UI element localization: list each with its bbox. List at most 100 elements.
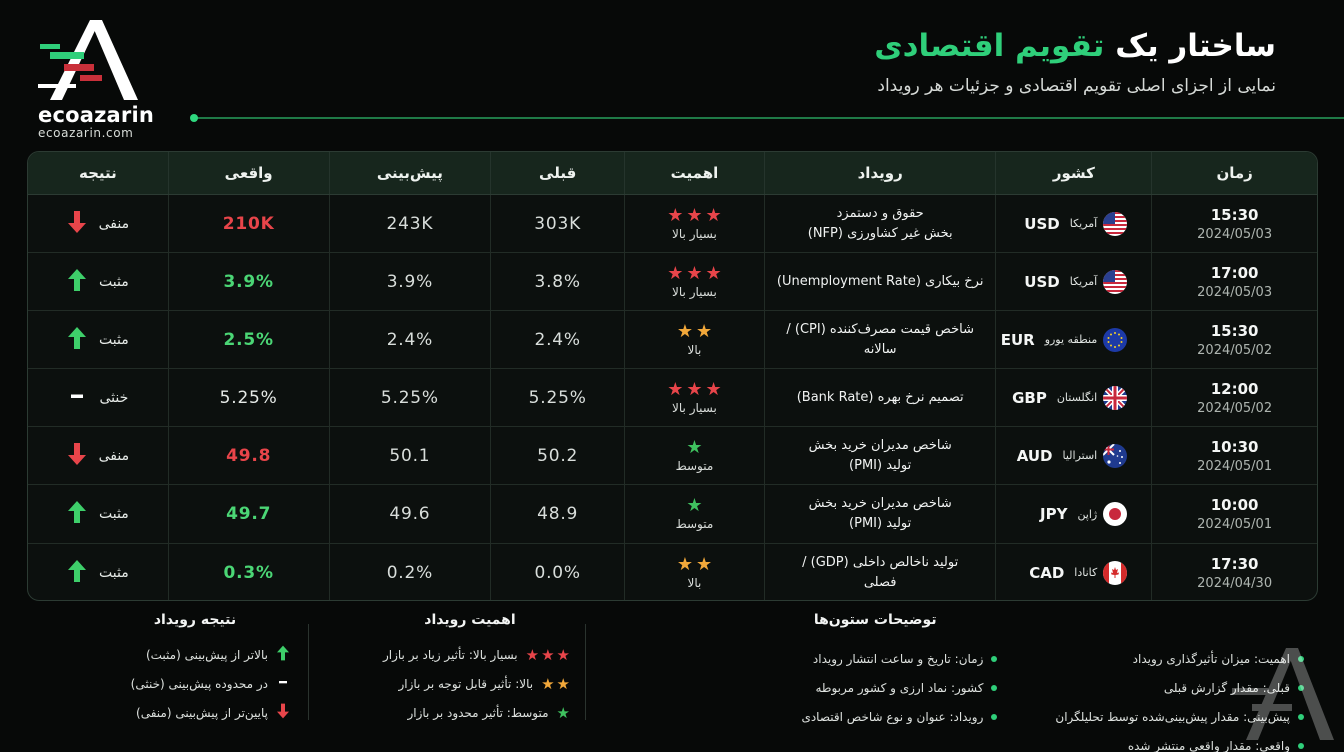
cell-previous: 3.8% [490,253,624,311]
cell-time: 12:00 2024/05/02 [1151,369,1317,427]
legend-item-text: بسیار بالا: تأثیر زیاد بر بازار [382,647,518,662]
star-icon: ★ [695,320,713,342]
currency-code: JPY [1040,505,1068,524]
legend-item: پیش‌بینی: مقدار پیش‌بینی‌شده توسط تحلیلگ… [1055,702,1304,731]
cell-result: مثبت [28,311,168,368]
legend-item: زمان: تاریخ و ساعت انتشار رویداد [801,644,998,673]
ca-flag-icon [1103,560,1128,585]
importance-stars: ★ ★ [677,320,713,342]
star-icon: ★ [676,553,693,575]
result-block: خنثی [67,384,128,412]
importance-block: ★ متوسط [676,436,714,473]
legend-item: پایین‌تر از پیش‌بینی (منفی) [100,698,290,727]
jp-flag-icon [1103,502,1128,527]
result-label: مثبت [99,506,129,523]
legend-item: بالاتر از پیش‌بینی (مثبت) [100,640,290,669]
cell-actual: 49.7 [167,485,329,543]
cell-forecast: 243K [328,195,491,253]
country-block: ژاپن JPY [996,502,1151,527]
cell-importance: ★ ★ ★ بسیار بالا [624,369,764,427]
cell-country: منطقه یورو EUR [995,311,1151,369]
importance-stars: ★ ★ [541,675,570,693]
cell-country: استرالیا AUD [995,427,1151,485]
watermark-logo-icon [1232,648,1334,740]
cell-actual: 2.5% [167,311,329,369]
importance-label: بالا [687,342,702,357]
legend-item: اهمیت: میزان تأثیرگذاری رویداد [1055,644,1304,673]
event-name-line1: حقوق و دستمزد [836,205,924,221]
legend-item: ★ ★ بالا: تأثیر قابل توجه بر بازار [370,669,570,698]
importance-block: ★ ★ ★ بسیار بالا [667,380,721,415]
bullet-icon [991,713,998,720]
cell-event: شاخص مدیران خرید بخش تولید (PMI) [763,427,996,485]
cell-forecast: 5.25% [328,369,491,427]
legend-item-text: در محدوده پیش‌بینی (خنثی) [130,676,268,691]
col-header-time: زمان [1151,152,1317,194]
importance-stars: ★ ★ [676,553,713,575]
currency-code: EUR [1000,330,1035,349]
col-header-actual: واقعی [167,152,329,194]
event-time: 12:00 [1210,379,1259,398]
country-block: منطقه یورو EUR [996,327,1151,352]
table-row: 12:00 2024/05/02 انگلستان GBP تصمیم نرخ بهره… [28,369,1317,428]
arrow-up-icon [67,500,87,528]
time-block: 17:00 2024/05/03 [1197,264,1272,300]
bullet-icon [1298,684,1304,691]
star-icon: ★ [705,262,722,284]
country-block: استرالیا AUD [996,443,1151,468]
event-name-line2: سالانه [863,341,897,357]
legend-item-text: قبلی: مقدار گزارش قبلی [1163,680,1290,695]
legend-columns-title: توضیحات ستون‌ها [813,612,937,628]
legend-item-text: کشور: نماد ارزی و کشور مربوطه [815,680,984,695]
country-name: انگلستان [1056,391,1098,405]
cell-importance: ★ متوسط [624,485,764,543]
event-name: شاخص مدیران خرید بخش تولید (PMI) [799,494,962,534]
legend-item: کشور: نماد ارزی و کشور مربوطه [801,673,998,702]
cell-importance: ★ ★ ★ بسیار بالا [624,253,764,311]
event-name: حقوق و دستمزد بخش غیر کشاورزی (NFP) [798,204,963,244]
importance-block: ★ ★ ★ بسیار بالا [667,262,722,299]
time-block: 17:30 2024/04/30 [1197,555,1272,591]
cell-time: 15:30 2024/05/02 [1151,311,1317,369]
star-icon: ★ [686,436,703,458]
legend-item: رویداد: عنوان و نوع شاخص اقتصادی [801,702,998,731]
previous-value: 5.25% [528,387,587,408]
table-row: 10:30 2024/05/01 استرالیا AUD شاخص مدیران خر… [28,427,1317,486]
result-block: مثبت [67,326,129,354]
brand-url: ecoazarin.com [38,126,134,140]
page-title: ساختار یک تقویم اقتصادی [874,24,1276,68]
result-block: مثبت [67,559,129,587]
result-label: مثبت [99,331,129,348]
importance-block: ★ ★ بالا [676,553,713,590]
event-name: شاخص مدیران خرید بخش تولید (PMI) [799,436,962,476]
event-name-line1: تصمیم نرخ بهره (Bank Rate) [796,389,964,405]
arrow-down-icon [67,442,87,470]
cell-previous: 0.0% [490,543,624,600]
country-name: آمریکا [1069,217,1098,231]
au-flag-icon [1103,443,1128,468]
result-label: منفی [98,215,130,232]
previous-value: 303K [534,213,582,234]
bullet-icon [1298,742,1304,749]
ecoazarin-logo-icon [38,20,138,100]
col-header-previous: قبلی [490,152,624,194]
result-block: منفی [67,210,129,238]
table-body: 15:30 2024/05/03 آمریکا USD حقوق و دستمزد بخش… [28,195,1317,600]
country-name: استرالیا [1062,449,1098,463]
cell-result: خنثی [28,369,168,426]
result-label: منفی [98,447,130,464]
page-subtitle: نمایی از اجزای اصلی تقویم اقتصادی و جزئی… [877,76,1276,96]
calendar-table: زمان کشور رویداد اهمیت قبلی پیش‌بینی واق… [27,151,1318,601]
importance-label: بالا [687,575,702,590]
currency-code: AUD [1016,446,1053,465]
importance-block: ★ ★ بالا [677,320,713,357]
forecast-value: 0.2% [386,562,434,583]
time-block: 15:30 2024/05/03 [1197,206,1272,242]
cell-result: مثبت [28,544,168,600]
importance-stars: ★ [676,436,714,458]
importance-stars: ★ ★ ★ [667,206,721,225]
eu-flag-icon [1103,327,1128,352]
star-icon: ★ [695,553,713,575]
time-block: 10:30 2024/05/01 [1197,438,1272,474]
legend-item-text: اهمیت: میزان تأثیرگذاری رویداد [1132,651,1290,666]
